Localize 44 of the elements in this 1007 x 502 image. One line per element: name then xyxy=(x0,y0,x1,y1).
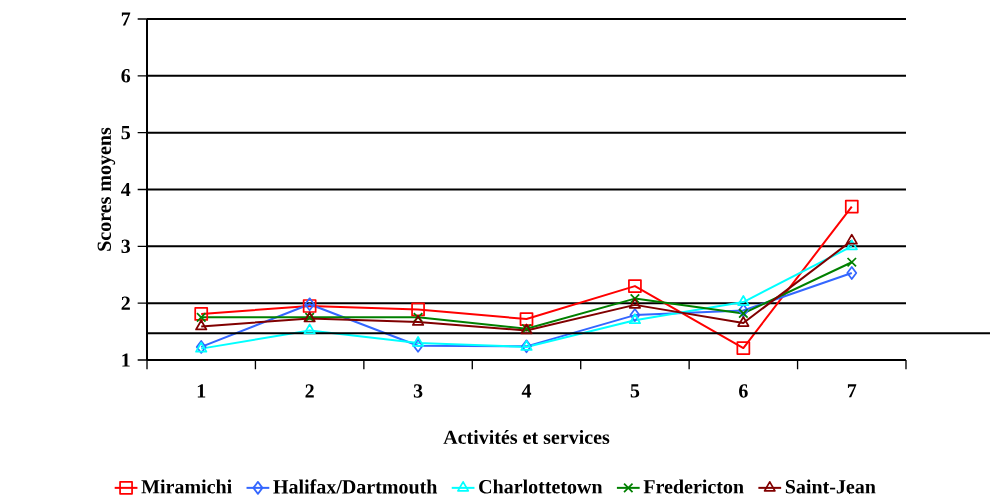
y-tick-label: 2 xyxy=(121,296,130,310)
point xyxy=(738,308,749,319)
x-tick-label: 2 xyxy=(305,384,314,398)
point xyxy=(194,307,209,321)
x-tick-label: 1 xyxy=(197,384,206,398)
point xyxy=(737,295,750,307)
y-tick-label: 7 xyxy=(121,12,131,26)
y-axis-title: Scores moyens xyxy=(97,127,116,251)
point xyxy=(195,319,208,331)
point xyxy=(628,298,641,309)
legend-label: Halifax/Dartmouth xyxy=(273,479,438,494)
point xyxy=(845,239,858,251)
point xyxy=(844,199,859,214)
x-tick-label: 5 xyxy=(630,384,640,398)
y-tick-label: 5 xyxy=(121,126,130,140)
x-tick-label: 7 xyxy=(847,384,857,398)
point xyxy=(737,303,749,318)
x-tick-label: 6 xyxy=(739,384,748,398)
point xyxy=(196,312,207,323)
point xyxy=(736,341,751,356)
point xyxy=(412,339,424,353)
point xyxy=(845,233,858,245)
legend-label: Fredericton xyxy=(643,479,744,494)
point xyxy=(846,257,857,268)
point xyxy=(846,266,858,281)
legend-label: Saint-Jean xyxy=(785,479,876,494)
x-tick-label: 3 xyxy=(413,384,423,398)
y-tick-label: 4 xyxy=(121,183,131,197)
point xyxy=(628,279,642,294)
point xyxy=(519,312,534,327)
y-tick-label: 6 xyxy=(121,69,131,83)
point xyxy=(629,293,641,304)
point xyxy=(737,316,750,328)
point xyxy=(629,308,641,323)
point xyxy=(412,336,425,347)
y-tick-label: 3 xyxy=(121,239,131,254)
x-axis-title: Activités et services xyxy=(443,430,610,445)
legend-label: Charlottetown xyxy=(479,479,603,494)
point xyxy=(411,302,425,317)
y-tick-label: 1 xyxy=(122,353,130,367)
point xyxy=(303,323,316,335)
x-tick-label: 4 xyxy=(521,384,532,398)
legend-label: Miramichi xyxy=(141,479,232,494)
point xyxy=(628,313,641,325)
